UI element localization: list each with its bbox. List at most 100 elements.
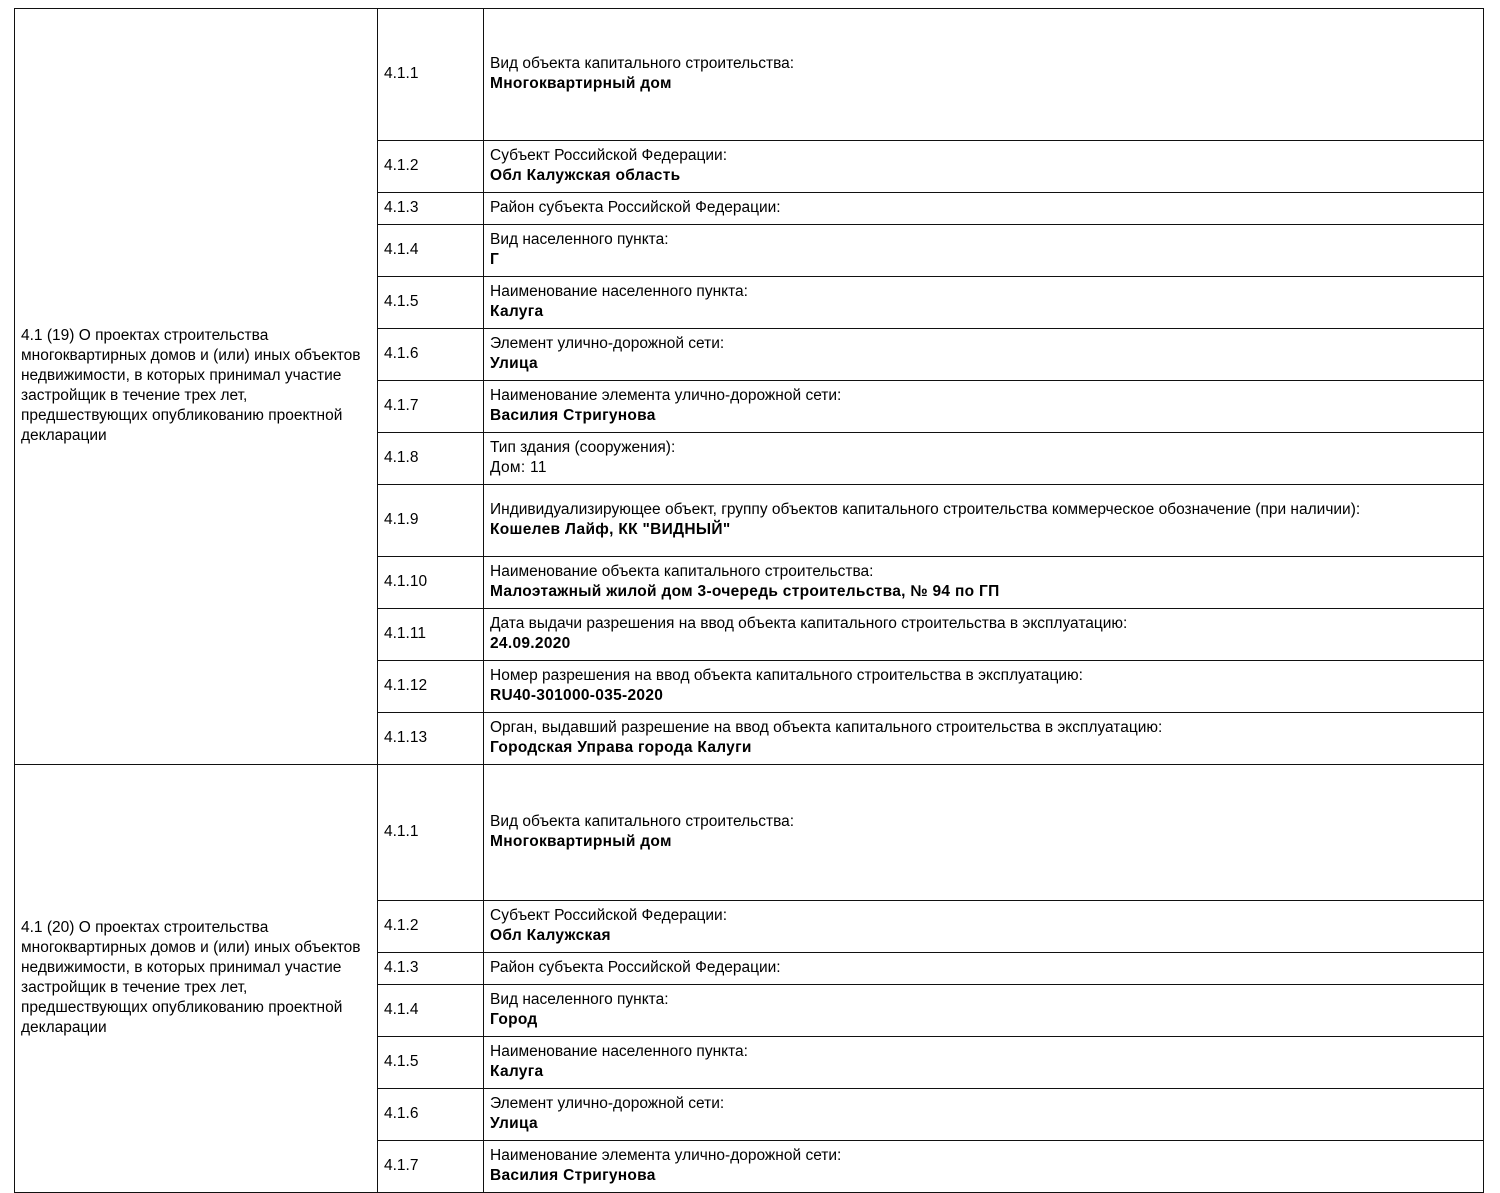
row-content-cell: Наименование объекта капитального строит… xyxy=(483,556,1484,609)
table-row: 4.1.8 Тип здания (сооружения): Дом: 11 xyxy=(15,432,1484,485)
row-code-cell: 4.1.9 xyxy=(377,484,484,557)
row-label: Вид объекта капитального строительства: xyxy=(490,812,795,830)
table-row: 4.1.13 Орган, выдавший разрешение на ввод… xyxy=(15,712,1484,765)
row-content-cell: Район субъекта Российской Федерации: xyxy=(483,192,1484,225)
row-code-cell: 4.1.3 xyxy=(377,952,484,985)
row-content-cell: Элемент улично-дорожной сети: Улица xyxy=(483,328,1484,381)
row-value: Г xyxy=(490,251,500,268)
row-code: 4.1.4 xyxy=(384,240,419,258)
row-code: 4.1.13 xyxy=(384,728,428,746)
row-code: 4.1.12 xyxy=(384,676,428,694)
row-content-cell: Элемент улично-дорожной сети: Улица xyxy=(483,1088,1484,1141)
row-code-cell: 4.1.7 xyxy=(377,380,484,433)
row-code: 4.1.1 xyxy=(384,64,419,82)
table-row: 4.1.2 Субъект Российской Федерации: Обл Ка… xyxy=(15,140,1484,193)
table-row: 4.1.6 Элемент улично-дорожной сети: Улица xyxy=(15,328,1484,381)
row-content-cell: Номер разрешения на ввод объекта капитал… xyxy=(483,660,1484,713)
row-code-cell: 4.1.4 xyxy=(377,984,484,1037)
row-code-cell: 4.1.3 xyxy=(377,192,484,225)
row-label: Элемент улично-дорожной сети: xyxy=(490,334,725,352)
row-value: Многоквартирный дом xyxy=(490,75,672,92)
table-row: 4.1.7 Наименование элемента улично-дорожн… xyxy=(15,380,1484,433)
row-code-cell: 4.1.2 xyxy=(377,140,484,193)
row-label: Дата выдачи разрешения на ввод объекта к… xyxy=(490,614,1128,632)
document-page: 4.1 (19) О проектах строительства многок… xyxy=(14,8,1484,1193)
row-code-cell: 4.1.7 xyxy=(377,1140,484,1193)
project-declaration-table: 4.1 (19) О проектах строительства многок… xyxy=(14,8,1484,1193)
row-value: Многоквартирный дом xyxy=(490,833,672,850)
row-value: Город xyxy=(490,1011,538,1028)
row-code-cell: 4.1.1 xyxy=(377,8,484,141)
row-code: 4.1.5 xyxy=(384,292,419,310)
row-label: Район субъекта Российской Федерации: xyxy=(490,958,781,976)
row-content-cell: Индивидуализирующее объект, группу объек… xyxy=(483,484,1484,557)
row-content-cell: Наименование населенного пункта: Калуга xyxy=(483,276,1484,329)
row-code-cell: 4.1.13 xyxy=(377,712,484,765)
row-value: Дом: 11 xyxy=(490,459,547,476)
row-code: 4.1.6 xyxy=(384,344,419,362)
row-code: 4.1.1 xyxy=(384,822,419,840)
row-code: 4.1.2 xyxy=(384,156,419,174)
row-content-cell: Вид объекта капитального строительства: М… xyxy=(483,764,1484,901)
table-body: 4.1 (19) О проектах строительства многок… xyxy=(14,8,1484,1193)
row-code-cell: 4.1.1 xyxy=(377,764,484,901)
row-content-cell: Вид объекта капитального строительства: М… xyxy=(483,8,1484,141)
row-value: Улица xyxy=(490,1115,538,1132)
table-row: 4.1.4 Вид населенного пункта: Г xyxy=(15,224,1484,277)
table-row: 4.1.11 Дата выдачи разрешения на ввод объ… xyxy=(15,608,1484,661)
row-content-cell: Орган, выдавший разрешение на ввод объек… xyxy=(483,712,1484,765)
table-row: 4.1.10 Наименование объекта капитального … xyxy=(15,556,1484,609)
row-code-cell: 4.1.5 xyxy=(377,1036,484,1089)
table-row: 4.1.4 Вид населенного пункта: Город xyxy=(15,984,1484,1037)
row-label: Наименование объекта капитального строит… xyxy=(490,562,874,580)
row-code-cell: 4.1.6 xyxy=(377,1088,484,1141)
section-heading-cell: 4.1 (20) О проектах строительства многок… xyxy=(14,764,378,1193)
row-code: 4.1.5 xyxy=(384,1052,419,1070)
row-value: Калуга xyxy=(490,303,544,320)
row-label: Наименование населенного пункта: xyxy=(490,282,748,300)
row-code-cell: 4.1.6 xyxy=(377,328,484,381)
row-value: Малоэтажный жилой дом 3-очередь строител… xyxy=(490,583,1000,600)
row-value: Василия Стригунова xyxy=(490,1167,656,1184)
row-label: Вид объекта капитального строительства: xyxy=(490,54,795,72)
row-label: Район субъекта Российской Федерации: xyxy=(490,198,781,216)
row-code: 4.1.7 xyxy=(384,1156,419,1174)
row-value: Василия Стригунова xyxy=(490,407,656,424)
row-code-cell: 4.1.10 xyxy=(377,556,484,609)
section-heading-text: 4.1 (19) О проектах строительства многок… xyxy=(21,326,361,445)
row-code-cell: 4.1.11 xyxy=(377,608,484,661)
row-content-cell: Дата выдачи разрешения на ввод объекта к… xyxy=(483,608,1484,661)
row-code: 4.1.3 xyxy=(384,198,419,216)
row-label: Индивидуализирующее объект, группу объек… xyxy=(490,500,1361,518)
row-value: Калуга xyxy=(490,1063,544,1080)
row-code: 4.1.10 xyxy=(384,572,428,590)
row-code-cell: 4.1.5 xyxy=(377,276,484,329)
row-code: 4.1.11 xyxy=(384,624,426,642)
row-label: Субъект Российской Федерации: xyxy=(490,906,728,924)
row-code-cell: 4.1.12 xyxy=(377,660,484,713)
row-content-cell: Наименование населенного пункта: Калуга xyxy=(483,1036,1484,1089)
row-value: Обл Калужская область xyxy=(490,167,681,184)
row-code: 4.1.8 xyxy=(384,448,419,466)
row-content-cell: Субъект Российской Федерации: Обл Калужск… xyxy=(483,900,1484,953)
row-code: 4.1.9 xyxy=(384,510,419,528)
table-row: 4.1.3 Район субъекта Российской Федерации… xyxy=(15,192,1484,225)
row-label: Вид населенного пункта: xyxy=(490,230,669,248)
row-content-cell: Наименование элемента улично-дорожной се… xyxy=(483,380,1484,433)
table-row: 4.1.3 Район субъекта Российской Федерации… xyxy=(15,952,1484,985)
row-label: Номер разрешения на ввод объекта капитал… xyxy=(490,666,1083,684)
row-label: Тип здания (сооружения): xyxy=(490,438,676,456)
row-content-cell: Наименование элемента улично-дорожной се… xyxy=(483,1140,1484,1193)
row-value: Городская Управа города Калуги xyxy=(490,739,752,756)
table-row: 4.1 (20) О проектах строительства многок… xyxy=(14,764,1484,1193)
table-row: 4.1.2 Субъект Российской Федерации: Обл Ка… xyxy=(15,900,1484,953)
table-row: 4.1.12 Номер разрешения на ввод объекта к… xyxy=(15,660,1484,713)
row-value: Кошелев Лайф, КК "ВИДНЫЙ" xyxy=(490,521,731,538)
row-value: 24.09.2020 xyxy=(490,635,571,652)
row-code: 4.1.4 xyxy=(384,1000,419,1018)
row-value: Улица xyxy=(490,355,538,372)
row-content-cell: Район субъекта Российской Федерации: xyxy=(483,952,1484,985)
row-label: Наименование элемента улично-дорожной се… xyxy=(490,386,842,404)
row-label: Вид населенного пункта: xyxy=(490,990,669,1008)
section-heading-cell: 4.1 (19) О проектах строительства многок… xyxy=(14,8,378,765)
